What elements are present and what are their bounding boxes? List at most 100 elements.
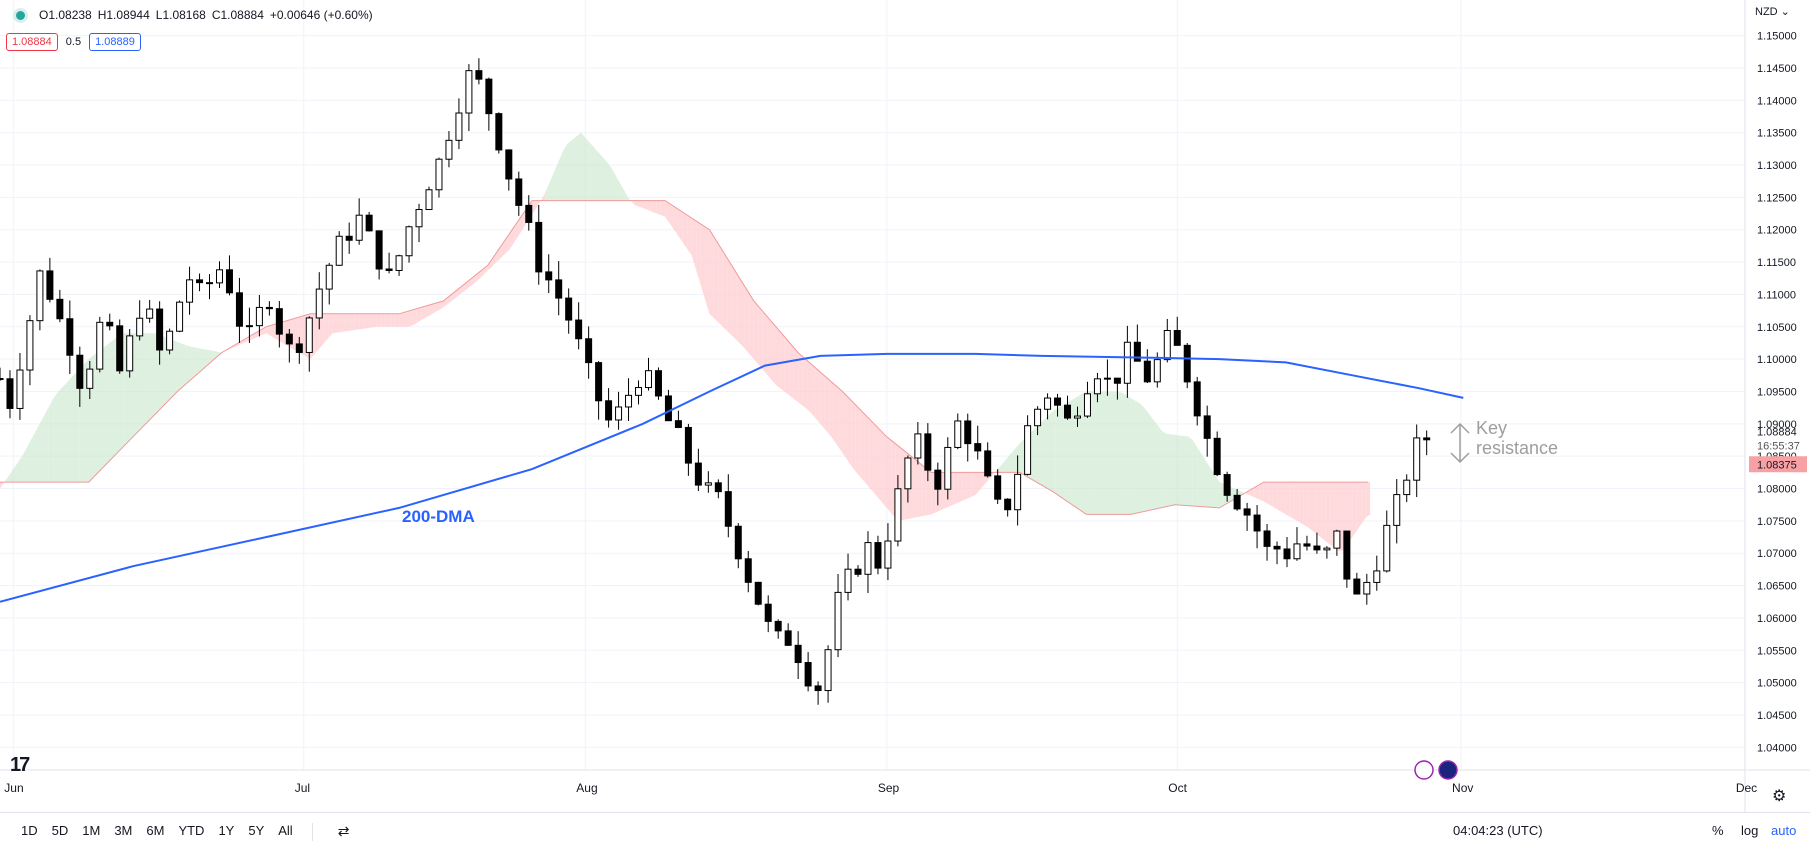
range-5d-button[interactable]: 5D xyxy=(51,823,69,838)
cloud-segment xyxy=(1081,391,1087,515)
candle-down xyxy=(784,630,792,646)
cloud-segment xyxy=(430,303,435,316)
range-all-button[interactable]: All xyxy=(278,823,293,838)
candle-down xyxy=(804,662,812,687)
price-tick-label: 1.04000 xyxy=(1757,742,1797,754)
currency-selector[interactable]: NZD ⌄ xyxy=(1755,5,1790,18)
log-toggle[interactable]: log xyxy=(1741,823,1759,838)
price-tick-label: 1.12500 xyxy=(1757,192,1797,204)
cloud-segment xyxy=(292,317,298,352)
date-range-icon[interactable]: ⇄ xyxy=(337,823,350,839)
cloud-segment xyxy=(203,349,209,369)
cloud-segment xyxy=(1312,482,1317,535)
range-1d-button[interactable]: 1D xyxy=(21,823,38,838)
senkou-b-line xyxy=(0,200,1368,515)
cloud-segment xyxy=(1112,391,1118,515)
candle-down xyxy=(595,362,603,402)
cloud-segment xyxy=(1303,482,1309,528)
sell-button[interactable]: 1.08884 xyxy=(6,33,58,51)
cloud-segment xyxy=(1130,397,1136,515)
candle-down xyxy=(106,321,114,327)
candle-down xyxy=(1004,498,1012,511)
candle-up xyxy=(325,264,333,290)
candle-up xyxy=(1333,530,1341,549)
candle-down xyxy=(206,282,214,285)
cloud-segment xyxy=(691,218,697,271)
cloud-segment xyxy=(492,252,497,267)
cloud-segment xyxy=(1108,391,1113,515)
cloud-segment xyxy=(403,311,408,327)
cloud-segment xyxy=(314,313,320,354)
candle-up xyxy=(215,269,223,284)
cloud-segment xyxy=(1321,482,1326,542)
tradingview-logo-icon[interactable]: 17 xyxy=(10,754,30,776)
cloud-segment xyxy=(634,200,639,207)
cloud-segment xyxy=(753,300,759,365)
price-tick-label: 1.14000 xyxy=(1757,95,1797,107)
candle-down xyxy=(565,297,573,321)
cloud-segment xyxy=(1263,482,1269,505)
cloud-segment xyxy=(736,272,741,345)
cloud-segment xyxy=(1272,482,1278,510)
candle-up xyxy=(16,369,24,409)
candle-down xyxy=(575,319,583,340)
candle-down xyxy=(934,469,942,490)
cloud-segment xyxy=(1010,448,1016,473)
candle-down xyxy=(714,482,722,493)
utc-clock[interactable]: 04:04:23 (UTC) xyxy=(1453,823,1543,838)
currency-label: NZD xyxy=(1755,6,1778,18)
cloud-segment xyxy=(545,181,550,201)
candle-up xyxy=(146,308,154,319)
cloud-segment xyxy=(1157,424,1162,509)
candle-down xyxy=(275,308,283,335)
candle-down xyxy=(345,235,353,241)
candle-up xyxy=(904,457,912,490)
candle-up xyxy=(395,255,403,271)
time-tick-label: Sep xyxy=(878,781,900,795)
candle-down xyxy=(754,581,762,605)
candle-up xyxy=(445,139,453,160)
price-tick-label: 1.14500 xyxy=(1757,63,1797,75)
cloud-segment xyxy=(713,236,719,323)
candle-down xyxy=(1343,530,1351,580)
auto-toggle[interactable]: auto xyxy=(1771,823,1797,838)
range-1y-button[interactable]: 1Y xyxy=(218,823,235,838)
price-tick-label: 1.10500 xyxy=(1757,322,1797,334)
range-1m-button[interactable]: 1M xyxy=(82,823,101,838)
cloud-segment xyxy=(1050,409,1056,494)
candle-up xyxy=(126,335,134,372)
candle-up xyxy=(1163,330,1171,361)
time-tick-label: Dec xyxy=(1736,781,1757,795)
cloud-segment xyxy=(1245,489,1251,496)
cloud-segment xyxy=(266,325,271,336)
range-5y-button[interactable]: 5Y xyxy=(248,823,265,838)
gear-icon[interactable]: ⚙ xyxy=(1772,788,1787,805)
candle-up xyxy=(176,301,184,332)
cloud-segment xyxy=(1170,434,1176,506)
key-resistance-label: Key xyxy=(1476,418,1507,438)
cloud-segment xyxy=(665,200,670,224)
low-value: L1.08168 xyxy=(155,8,206,22)
resistance-arrowheads xyxy=(1450,422,1470,464)
cloud-segment xyxy=(767,316,772,380)
range-6m-button[interactable]: 6M xyxy=(146,823,165,838)
candle-up xyxy=(644,370,652,389)
percent-toggle[interactable]: % xyxy=(1712,823,1724,838)
cloud-segment xyxy=(434,302,439,313)
cloud-segment xyxy=(1277,482,1282,512)
cloud-segment xyxy=(137,333,142,433)
candle-down xyxy=(964,420,972,445)
toolbar-divider xyxy=(311,823,313,841)
range-ytd-button[interactable]: YTD xyxy=(178,823,205,838)
cloud-segment xyxy=(478,268,484,280)
range-3m-button[interactable]: 3M xyxy=(114,823,133,838)
key-resistance-label-2: resistance xyxy=(1476,438,1558,458)
cloud-segment xyxy=(775,326,781,389)
buy-button[interactable]: 1.08889 xyxy=(89,33,141,51)
candle-up xyxy=(455,112,463,141)
cloud-segment xyxy=(332,313,337,334)
candle-up xyxy=(824,649,832,692)
cloud-segment xyxy=(1104,391,1109,515)
cloud-segment xyxy=(1254,484,1260,500)
